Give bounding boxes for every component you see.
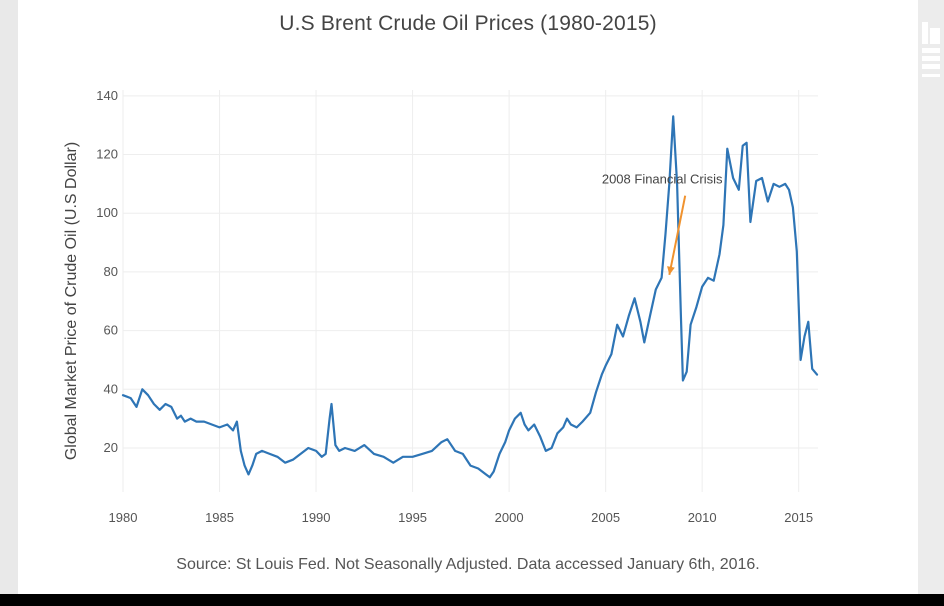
line-chart: 20 40 60 80 100 120 140 1980 1985 1990 1995 2000 200… <box>63 88 819 525</box>
x-tick-label: 1985 <box>205 510 234 525</box>
annotation-arrowhead <box>667 266 675 275</box>
chart-title: U.S Brent Crude Oil Prices (1980-2015) <box>279 12 657 35</box>
y-tick-label: 100 <box>96 205 118 220</box>
x-tick-label: 2015 <box>784 510 813 525</box>
bottom-black-bar <box>0 594 944 606</box>
y-tick-label: 140 <box>96 88 118 103</box>
source-note: Source: St Louis Fed. Not Seasonally Adj… <box>176 556 760 573</box>
x-tick-label: 1995 <box>398 510 427 525</box>
y-tick-label: 120 <box>96 147 118 162</box>
y-tick-label: 40 <box>104 381 118 396</box>
x-tick-label: 2010 <box>688 510 717 525</box>
y-tick-label: 80 <box>104 264 118 279</box>
watermark-logo-icon <box>922 22 940 77</box>
x-tick-label: 1990 <box>302 510 331 525</box>
x-tick-label: 2000 <box>495 510 524 525</box>
y-axis-title: Global Market Price of Crude Oil (U.S Do… <box>63 142 80 460</box>
slide-panel: U.S Brent Crude Oil Prices (1980-2015) 2… <box>18 0 918 594</box>
y-tick-label: 20 <box>104 440 118 455</box>
y-tick-label: 60 <box>104 323 118 338</box>
x-tick-label: 2005 <box>591 510 620 525</box>
right-edge-strip <box>918 0 944 594</box>
annotation-label: 2008 Financial Crisis <box>602 172 723 187</box>
annotation-arrow-line <box>668 195 687 276</box>
price-series-line <box>121 115 819 479</box>
x-tick-label: 1980 <box>109 510 138 525</box>
